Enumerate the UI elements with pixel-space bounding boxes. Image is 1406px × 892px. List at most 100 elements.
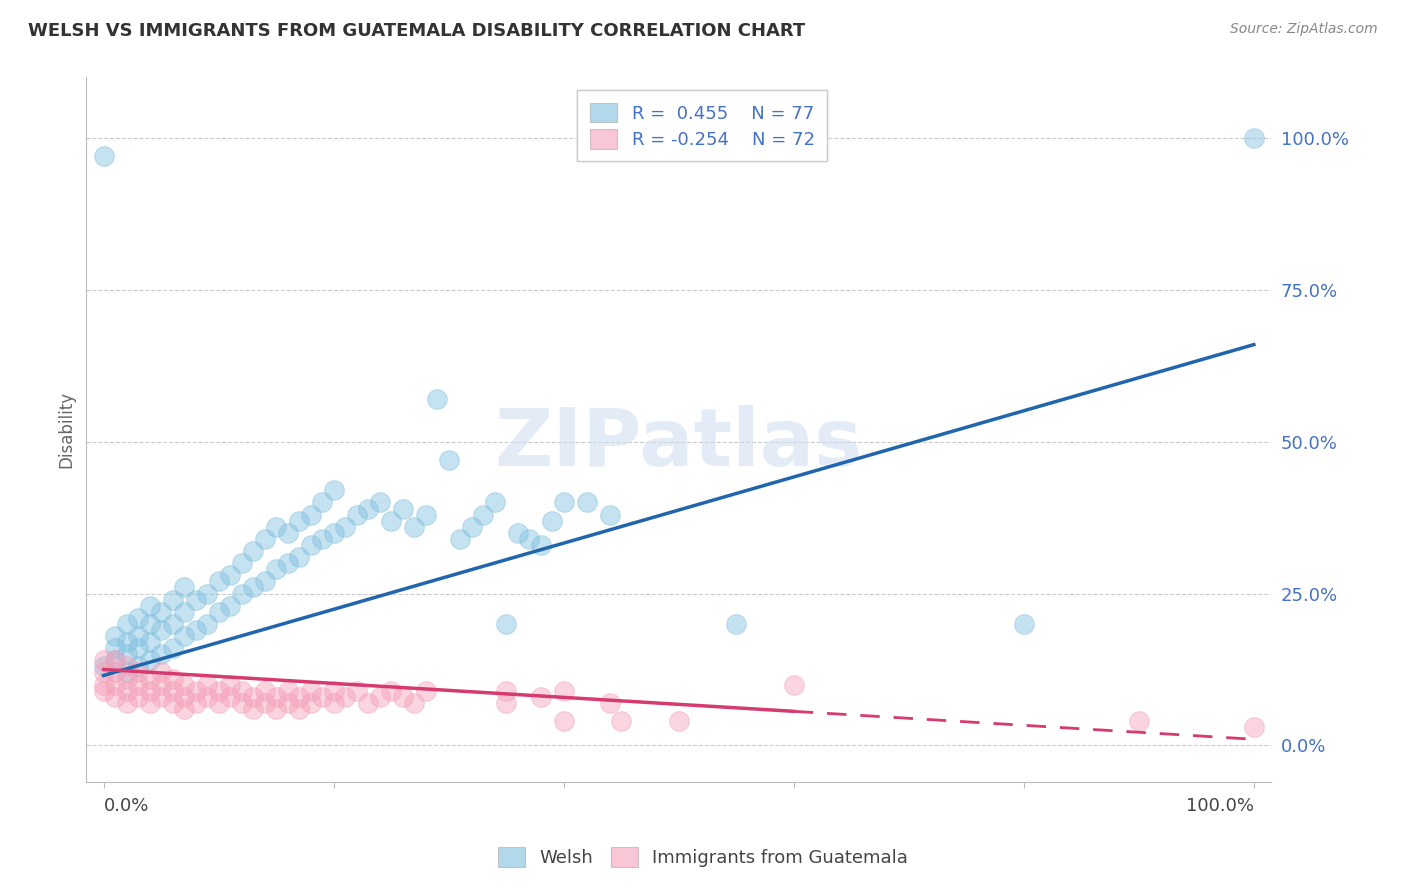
Point — [1243, 131, 1265, 145]
Point — [173, 690, 195, 704]
Point — [322, 696, 344, 710]
Point — [127, 611, 149, 625]
Point — [610, 714, 633, 728]
Point — [162, 592, 184, 607]
Point — [173, 702, 195, 716]
Point — [404, 696, 426, 710]
Text: Source: ZipAtlas.com: Source: ZipAtlas.com — [1230, 22, 1378, 37]
Point — [93, 678, 115, 692]
Point — [173, 678, 195, 692]
Point — [1012, 616, 1035, 631]
Point — [150, 605, 173, 619]
Point — [495, 683, 517, 698]
Point — [277, 683, 299, 698]
Point — [299, 683, 322, 698]
Point — [231, 696, 253, 710]
Point — [150, 665, 173, 680]
Point — [460, 520, 482, 534]
Point — [415, 508, 437, 522]
Point — [162, 696, 184, 710]
Point — [472, 508, 495, 522]
Text: WELSH VS IMMIGRANTS FROM GUATEMALA DISABILITY CORRELATION CHART: WELSH VS IMMIGRANTS FROM GUATEMALA DISAB… — [28, 22, 806, 40]
Point — [368, 495, 391, 509]
Point — [127, 690, 149, 704]
Point — [426, 392, 449, 407]
Point — [506, 525, 529, 540]
Point — [277, 556, 299, 570]
Point — [138, 672, 160, 686]
Point — [288, 550, 311, 565]
Point — [93, 683, 115, 698]
Point — [115, 635, 138, 649]
Point — [322, 483, 344, 498]
Point — [93, 653, 115, 667]
Point — [104, 678, 127, 692]
Point — [138, 635, 160, 649]
Point — [264, 520, 287, 534]
Point — [115, 672, 138, 686]
Point — [184, 623, 207, 637]
Point — [495, 696, 517, 710]
Point — [264, 562, 287, 576]
Point — [311, 532, 333, 546]
Point — [1128, 714, 1150, 728]
Text: 100.0%: 100.0% — [1185, 797, 1254, 815]
Point — [380, 514, 402, 528]
Point — [195, 586, 218, 600]
Point — [346, 683, 368, 698]
Point — [150, 647, 173, 661]
Point — [311, 690, 333, 704]
Point — [495, 616, 517, 631]
Point — [207, 605, 229, 619]
Point — [449, 532, 471, 546]
Point — [104, 653, 127, 667]
Point — [138, 653, 160, 667]
Point — [104, 690, 127, 704]
Point — [127, 659, 149, 673]
Point — [207, 696, 229, 710]
Point — [530, 690, 553, 704]
Point — [207, 683, 229, 698]
Point — [127, 678, 149, 692]
Point — [162, 683, 184, 698]
Point — [517, 532, 540, 546]
Point — [437, 453, 460, 467]
Point — [219, 678, 242, 692]
Point — [115, 683, 138, 698]
Point — [104, 665, 127, 680]
Point — [173, 581, 195, 595]
Point — [173, 629, 195, 643]
Y-axis label: Disability: Disability — [58, 391, 75, 468]
Point — [783, 678, 806, 692]
Point — [484, 495, 506, 509]
Point — [322, 525, 344, 540]
Point — [138, 683, 160, 698]
Point — [162, 672, 184, 686]
Point — [288, 702, 311, 716]
Legend: R =  0.455    N = 77, R = -0.254    N = 72: R = 0.455 N = 77, R = -0.254 N = 72 — [578, 90, 827, 161]
Point — [104, 653, 127, 667]
Point — [599, 696, 621, 710]
Point — [264, 702, 287, 716]
Point — [368, 690, 391, 704]
Point — [288, 514, 311, 528]
Point — [380, 683, 402, 698]
Point — [207, 574, 229, 589]
Legend: Welsh, Immigrants from Guatemala: Welsh, Immigrants from Guatemala — [491, 839, 915, 874]
Point — [115, 659, 138, 673]
Point — [195, 690, 218, 704]
Point — [184, 696, 207, 710]
Point — [264, 690, 287, 704]
Point — [93, 659, 115, 673]
Point — [150, 690, 173, 704]
Point — [299, 508, 322, 522]
Point — [231, 586, 253, 600]
Point — [242, 581, 264, 595]
Point — [242, 702, 264, 716]
Point — [138, 599, 160, 613]
Point — [1243, 720, 1265, 734]
Point — [277, 696, 299, 710]
Point — [138, 696, 160, 710]
Point — [127, 641, 149, 656]
Point — [299, 696, 322, 710]
